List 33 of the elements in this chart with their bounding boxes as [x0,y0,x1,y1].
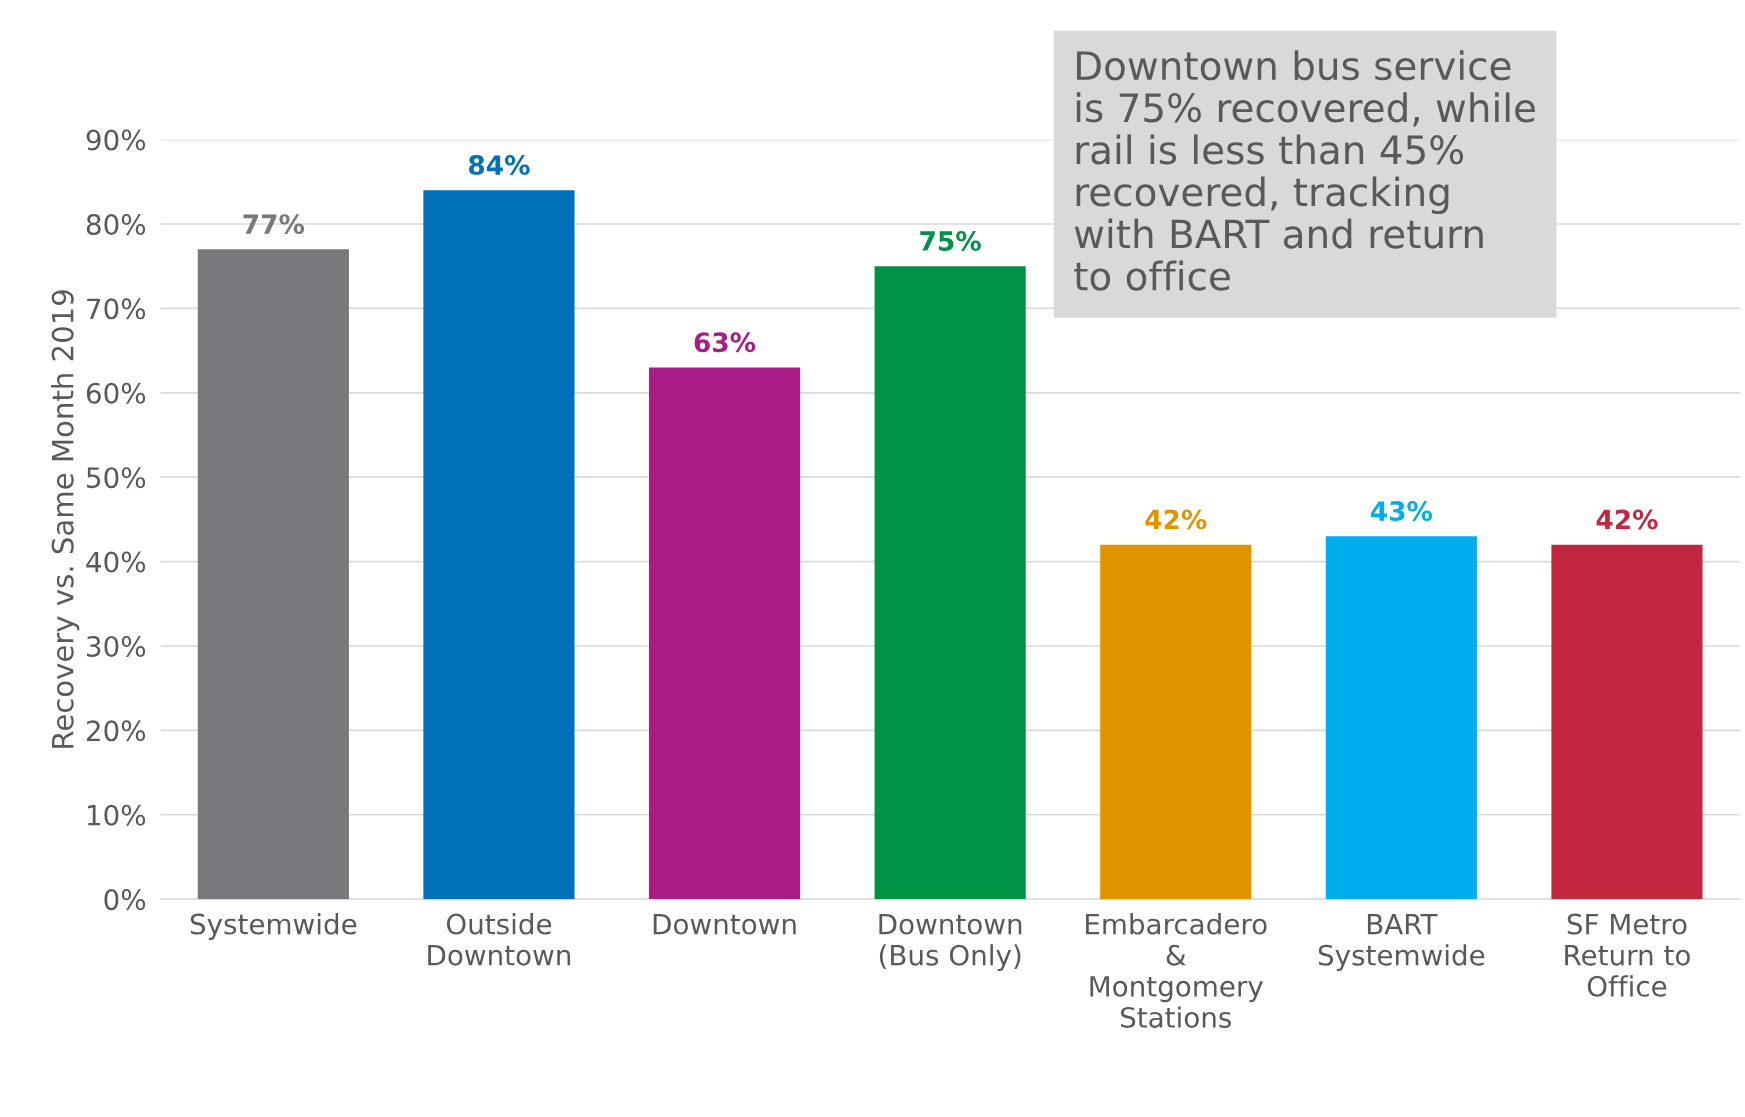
data-label: 42% [1596,509,1658,530]
y-tick-label: 90% [86,129,146,151]
x-tick-label: SF Metro Return to Office [1565,913,1690,997]
y-tick-label: 0% [104,889,146,911]
x-tick-label: Downtown (Bus Only) [879,913,1022,972]
bar [1100,544,1252,900]
bar [423,190,575,900]
x-tick-label: Embarcadero & Montgomery Stations [1086,913,1267,1028]
y-tick-label: 70% [87,298,146,320]
y-tick-label: 60% [86,382,146,404]
data-label: 75% [920,231,981,251]
data-label: 63% [694,332,756,353]
y-tick-label: 40% [86,551,146,573]
x-tick-label: BART Systemwide [1318,913,1485,972]
y-tick-label: 20% [86,720,146,742]
annotation: Downtown bus service is 75% recovered, while rail is less than 45% recovered, tracking with BART and return to office [1074,50,1535,291]
bar [874,266,1026,900]
bar [1325,536,1477,900]
y-tick-label: 30% [87,635,146,657]
bar [1551,544,1703,900]
data-label: 84% [468,155,530,176]
data-label: 42% [1145,509,1207,530]
x-tick-label: Downtown [653,913,796,935]
y-tick-label: 80% [86,213,146,235]
y-axis-title: Recovery vs. Same Month 2019 [51,290,80,748]
y-tick-label: 50% [87,467,146,489]
data-label: 77% [243,214,305,235]
bar [197,249,349,900]
x-tick-label: Outside Downtown [428,913,571,966]
bar [648,367,801,900]
x-tick-label: Systemwide [190,913,357,940]
y-tick-label: 10% [87,804,146,826]
data-label: 43% [1370,501,1433,522]
